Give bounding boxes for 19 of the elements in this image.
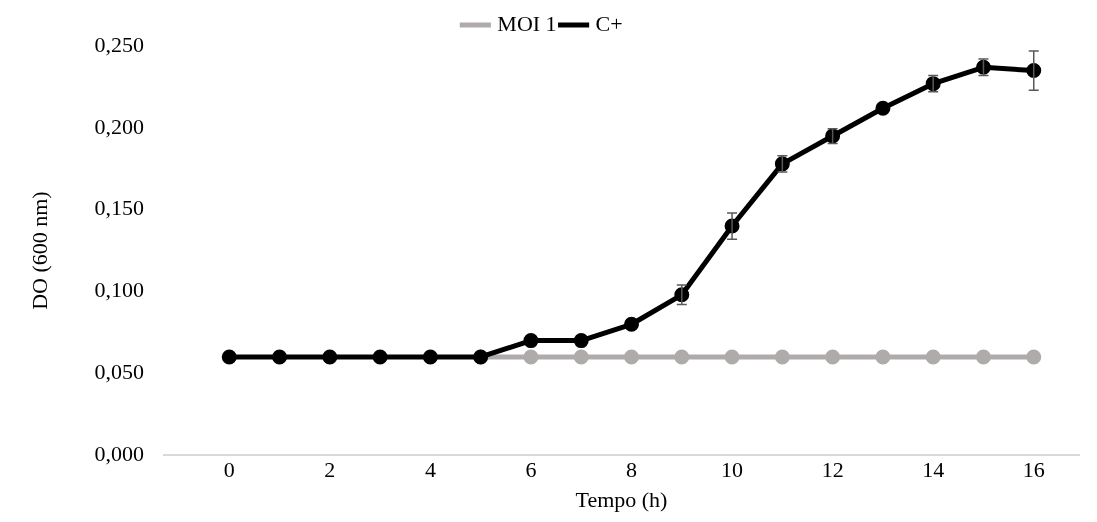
y-tick-label: 0,200 [94,113,144,139]
y-tick-label: 0,050 [94,359,144,385]
legend-label: C+ [595,10,623,36]
legend-label: MOI 1 [497,10,557,36]
y-tick-label: 0,100 [94,277,144,303]
x-tick-label: 6 [525,457,537,483]
x-tick-label: 10 [721,457,744,483]
x-tick-label: 14 [922,457,945,483]
x-tick-label: 12 [821,457,844,483]
x-tick-label: 8 [626,457,638,483]
y-tick-label: 0,150 [94,195,144,221]
x-tick-label: 4 [424,457,436,483]
x-tick-label: 2 [324,457,336,483]
y-axis-title: DO (600 nm) [26,191,52,310]
x-axis-title: Tempo (h) [575,486,668,512]
x-tick-label: 0 [223,457,235,483]
y-tick-label: 0,250 [94,31,144,57]
x-tick-label: 16 [1022,457,1045,483]
y-tick-label: 0,000 [94,440,144,466]
